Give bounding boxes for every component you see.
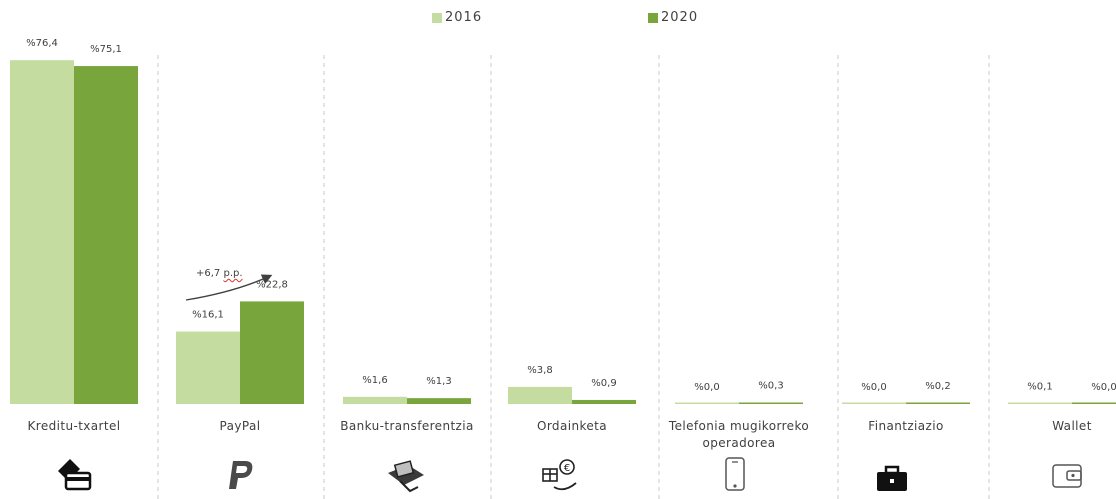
data-label: %0,9 bbox=[591, 378, 616, 389]
briefcase-icon bbox=[877, 465, 907, 491]
category-label: Banku-transferentzia bbox=[340, 419, 474, 433]
bar-2016 bbox=[675, 402, 739, 404]
category-label: Telefonia mugikorreko operadorea bbox=[668, 419, 810, 450]
bar-2016 bbox=[508, 386, 572, 404]
legend-item-2016: 2016 bbox=[432, 10, 482, 25]
paypal-icon bbox=[229, 461, 253, 489]
bar-2020 bbox=[74, 66, 138, 405]
category-label: Wallet bbox=[1052, 419, 1092, 433]
annotation-prefix: +6,7 bbox=[196, 268, 224, 279]
credit-card-icon bbox=[58, 459, 92, 491]
legend-swatch-2016 bbox=[432, 12, 442, 23]
paypal-growth-annotation: +6,7 p.p. bbox=[196, 268, 243, 279]
data-label: %1,3 bbox=[426, 376, 451, 387]
bar-2016 bbox=[10, 60, 74, 404]
bar-2020 bbox=[240, 301, 304, 404]
wallet-icon bbox=[1052, 464, 1082, 488]
bar-2020 bbox=[572, 399, 636, 404]
data-label: %16,1 bbox=[192, 310, 224, 321]
category-label: PayPal bbox=[219, 419, 261, 433]
bar-2020 bbox=[739, 402, 803, 404]
legend-label-2016: 2016 bbox=[445, 10, 483, 25]
annotation-unit: p.p. bbox=[223, 268, 243, 279]
data-label: %0,0 bbox=[861, 382, 886, 393]
category-label: Ordainketa bbox=[536, 419, 608, 433]
bar-2020 bbox=[1072, 402, 1116, 404]
data-label: %0,2 bbox=[925, 381, 950, 392]
data-label: %76,4 bbox=[26, 38, 58, 49]
category-label: Finantziazio bbox=[868, 419, 944, 433]
data-label: %1,6 bbox=[362, 375, 387, 386]
bar-2016 bbox=[343, 396, 407, 404]
data-label: %75,1 bbox=[90, 44, 122, 55]
legend-label-2020: 2020 bbox=[661, 10, 699, 25]
bar-2020 bbox=[906, 402, 970, 404]
data-label: %0,3 bbox=[758, 381, 783, 392]
bar-2016 bbox=[176, 331, 240, 404]
bar-2020 bbox=[407, 398, 471, 404]
bank-transfer-icon bbox=[388, 460, 424, 493]
category-label: Kreditu-txartel bbox=[27, 419, 121, 433]
legend-item-2020: 2020 bbox=[648, 10, 698, 25]
growth-arrow bbox=[185, 274, 273, 301]
svg-text:€: € bbox=[564, 463, 570, 474]
mobile-phone-icon bbox=[725, 457, 745, 491]
data-label: %0,0 bbox=[1091, 382, 1116, 393]
legend: 2016 2020 bbox=[0, 10, 1116, 30]
data-label: %0,1 bbox=[1027, 382, 1052, 393]
data-label: %3,8 bbox=[527, 365, 552, 376]
payment-gift-icon: € bbox=[542, 459, 577, 491]
legend-swatch-2020 bbox=[648, 12, 658, 23]
data-label: %0,0 bbox=[694, 382, 719, 393]
bar-2016 bbox=[842, 402, 906, 404]
bar-2016 bbox=[1008, 402, 1072, 404]
data-label: %22,8 bbox=[256, 279, 288, 290]
